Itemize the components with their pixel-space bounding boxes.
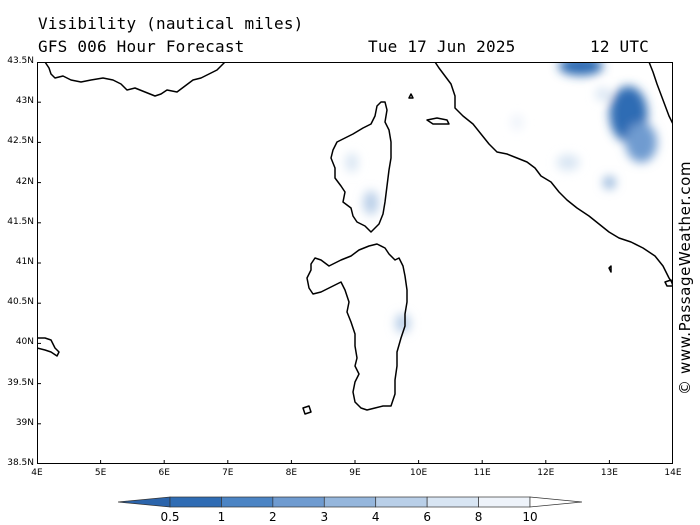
latitude-label: 41N	[15, 257, 34, 267]
colorbar-label: 3	[320, 510, 329, 524]
visibility-patch	[395, 313, 411, 333]
island-ponza	[608, 265, 612, 273]
colorbar-label: 4	[371, 510, 380, 524]
island-san-pietro	[302, 405, 312, 415]
forecast-time: 12 UTC	[590, 37, 649, 56]
island-elba	[426, 117, 450, 125]
forecast-date: Tue 17 Jun 2025	[368, 37, 516, 56]
visibility-patch	[345, 152, 359, 173]
colorbar-label: 8	[474, 510, 483, 524]
visibility-patch	[556, 154, 580, 171]
latitude-label: 43N	[15, 96, 34, 107]
colorbar-segment	[272, 496, 325, 508]
visibility-patch	[510, 114, 524, 131]
longitude-label: 12E	[537, 468, 555, 478]
watermark: © www.PassageWeather.com	[676, 160, 694, 395]
coast-italy-east-edge	[648, 62, 673, 125]
latitude-label: 42N	[15, 176, 34, 187]
coast-italy-west	[434, 62, 673, 285]
latitude-label: 41.5N	[7, 216, 34, 227]
visibility-patch	[625, 122, 658, 163]
longitude-label: 7E	[222, 468, 234, 478]
colorbar-segment	[426, 496, 479, 508]
colorbar-label: 10	[522, 510, 538, 524]
latitude-label: 40.5N	[7, 297, 34, 308]
visibility-colorbar	[118, 496, 582, 508]
longitude-label: 5E	[94, 468, 107, 478]
map-background	[37, 62, 673, 464]
forecast-label: GFS 006 Hour Forecast	[38, 37, 245, 56]
latitude-label: 42.5N	[7, 136, 34, 147]
visibility-patch	[558, 62, 604, 76]
longitude-label: 4E	[31, 468, 43, 478]
colorbar-max-arrow	[529, 496, 582, 508]
latitude-label: 38.5N	[7, 458, 34, 468]
colorbar-min-arrow	[118, 496, 171, 508]
coastlines	[37, 62, 673, 415]
map-ticks	[37, 62, 673, 464]
longitude-label: 8E	[285, 468, 298, 478]
colorbar-segment	[221, 496, 274, 508]
visibility-map	[37, 62, 673, 464]
colorbar-segment	[323, 496, 377, 508]
island-corsica	[330, 101, 392, 233]
colorbar-segment	[375, 496, 428, 508]
latitude-label: 40N	[15, 337, 34, 348]
longitude-label: 6E	[158, 468, 170, 478]
longitude-label: 14E	[664, 468, 682, 478]
visibility-contours	[345, 62, 658, 333]
latitude-label: 39.5N	[7, 377, 34, 388]
longitude-label: 13E	[600, 468, 618, 478]
coast-france-italy	[44, 62, 226, 97]
coast-menorca	[37, 337, 60, 357]
longitude-label: 11E	[473, 468, 491, 478]
latitude-label: 43.5N	[7, 56, 34, 66]
visibility-patch	[595, 87, 611, 101]
longitude-label: 9E	[349, 468, 361, 478]
chart-title: Visibility (nautical miles)	[38, 14, 304, 33]
island-sardinia	[306, 243, 408, 411]
latitude-label: 39N	[15, 417, 34, 428]
island-capraia	[408, 93, 414, 99]
island-ischia	[664, 279, 673, 287]
colorbar-segment	[478, 496, 531, 508]
colorbar-label: 2	[269, 510, 277, 524]
colorbar-label: 0.5	[160, 510, 180, 524]
visibility-patch	[363, 190, 379, 215]
colorbar-segment	[169, 496, 222, 508]
colorbar-label: 1	[217, 510, 226, 524]
longitude-label: 10E	[410, 468, 428, 478]
colorbar-label: 6	[423, 510, 431, 524]
visibility-patch	[603, 176, 616, 190]
